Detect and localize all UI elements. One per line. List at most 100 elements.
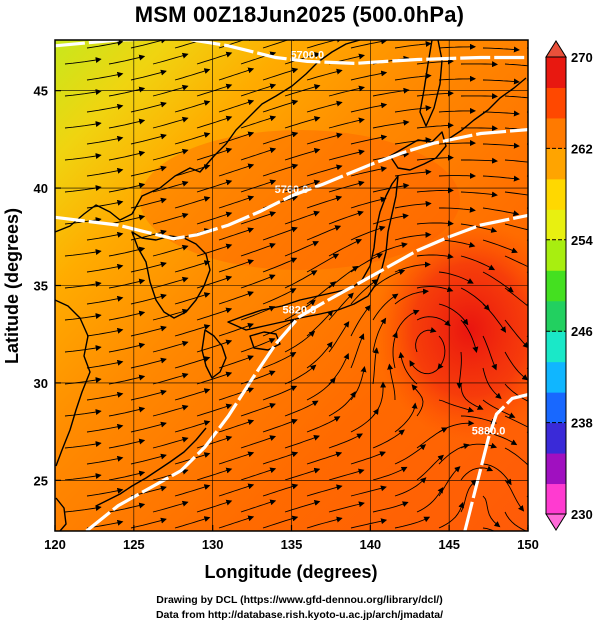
streamline	[218, 227, 255, 241]
streamline	[394, 72, 432, 81]
streamline	[130, 389, 167, 401]
streamline	[130, 69, 167, 81]
streamline	[262, 288, 297, 305]
streamline	[350, 408, 379, 433]
streamline	[306, 195, 343, 209]
colorbar-label: 246	[571, 324, 593, 339]
streamline	[174, 420, 211, 433]
streamline	[438, 43, 476, 50]
streamline	[350, 134, 388, 145]
coastline-ryukyu	[95, 427, 207, 507]
streamline	[328, 501, 365, 513]
streamline	[284, 299, 316, 321]
streamline	[416, 122, 454, 129]
streamline	[174, 356, 211, 369]
streamline	[482, 78, 520, 85]
colorbar-swatch	[546, 453, 566, 485]
colorbar-bottom-arrow	[545, 513, 567, 531]
streamline	[64, 505, 102, 513]
streamline	[328, 238, 363, 257]
streamline	[328, 210, 364, 225]
streamline	[130, 421, 167, 433]
streamline	[196, 147, 233, 161]
streamline	[460, 255, 496, 271]
streamline	[196, 371, 233, 385]
streamline	[350, 518, 388, 529]
streamline	[240, 274, 276, 289]
streamline	[152, 148, 189, 161]
streamline	[460, 383, 484, 410]
streamline	[438, 399, 475, 413]
streamline	[372, 119, 410, 129]
streamline	[284, 400, 319, 417]
streamline	[86, 327, 124, 337]
streamline	[262, 40, 299, 49]
streamline	[504, 223, 528, 231]
streamline	[306, 164, 343, 177]
colorbar-swatch	[546, 239, 566, 271]
streamline	[504, 191, 528, 196]
streamline	[218, 323, 254, 337]
streamline	[64, 313, 102, 321]
streamline	[350, 40, 388, 49]
streamline	[350, 304, 371, 337]
streamline	[86, 199, 124, 209]
streamline	[504, 255, 528, 268]
x-tick-label: 145	[438, 537, 460, 552]
streamline	[108, 54, 146, 65]
colorbar-label: 262	[571, 141, 593, 156]
streamline	[130, 229, 167, 241]
streamline	[350, 279, 379, 305]
streamline	[482, 303, 507, 333]
colorbar-swatch	[546, 148, 566, 180]
streamline	[394, 516, 431, 529]
streamline	[196, 51, 233, 65]
streamline	[218, 291, 254, 305]
streamline	[398, 351, 418, 385]
streamline	[108, 310, 146, 321]
streamline	[218, 387, 255, 401]
contour-label: 5880.0	[472, 425, 506, 437]
streamline	[394, 288, 429, 305]
streamline	[64, 409, 102, 417]
streamline	[504, 287, 528, 311]
contour-line	[85, 213, 528, 531]
streamline	[64, 441, 102, 449]
streamline	[218, 515, 255, 529]
streamline	[130, 357, 167, 369]
streamline	[218, 355, 254, 369]
streamline	[86, 263, 124, 273]
coastline-kurils	[449, 77, 527, 139]
streamline	[218, 67, 255, 81]
streamline	[218, 99, 255, 113]
streamline	[284, 52, 321, 65]
streamline	[482, 142, 520, 149]
streamline	[372, 466, 408, 481]
streamline	[394, 105, 432, 113]
streamline	[284, 330, 316, 353]
streamline	[86, 103, 124, 113]
streamline	[130, 40, 167, 49]
coastline-shikoku	[249, 331, 281, 351]
streamline	[152, 84, 189, 97]
streamline	[306, 484, 343, 497]
x-tick-label: 120	[44, 537, 66, 552]
streamline	[152, 52, 189, 65]
streamline	[174, 516, 211, 529]
streamline	[415, 327, 437, 353]
streamline	[64, 121, 102, 129]
streamline	[130, 325, 167, 337]
streamline	[196, 275, 233, 289]
streamline	[262, 257, 298, 273]
streamline	[482, 335, 497, 371]
streamline	[108, 470, 146, 481]
streamline	[64, 153, 102, 161]
streamline	[416, 253, 454, 260]
streamline	[86, 231, 124, 241]
streamline	[174, 40, 211, 49]
y-tick-label: 25	[34, 473, 48, 488]
streamline	[86, 40, 124, 49]
coastline-kyushu	[201, 329, 227, 379]
